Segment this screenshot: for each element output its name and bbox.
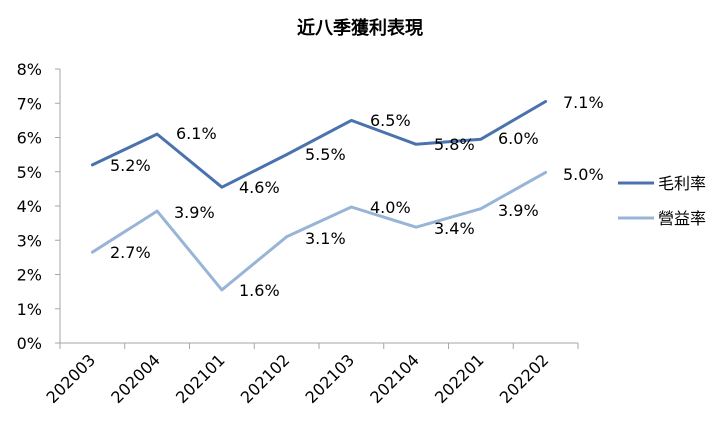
y-tick-label: 6% [17,129,42,148]
data-label: 5.5% [305,145,346,164]
data-label: 7.1% [563,93,604,112]
y-tick-label: 2% [17,266,42,285]
y-tick-label: 3% [17,231,42,250]
y-tick-label: 4% [17,197,42,216]
legend-label: 營益率 [658,209,706,228]
y-tick-label: 1% [17,300,42,319]
data-labels: 5.2% 6.1% 4.6% 5.5% 6.5% 5.8% 6.0% 7.1% 2.7% 3.9%… [110,93,604,300]
chart-title: 近八季獲利表現 [297,17,423,39]
x-tick-label: 202202 [496,350,553,407]
data-label: 5.8% [434,135,475,154]
data-label: 5.0% [563,165,604,184]
data-label: 6.1% [176,124,217,143]
series-line-1 [90,100,548,189]
y-tick-label: 8% [17,60,42,79]
data-label: 3.1% [305,229,346,248]
data-label: 5.2% [110,156,151,175]
legend-label: 毛利率 [658,174,706,193]
data-label: 4.0% [370,198,411,217]
x-tick-label: 202003 [43,350,100,407]
data-label: 1.6% [239,281,280,300]
series-layer [90,100,548,292]
x-tick-label: 202102 [237,350,294,407]
y-tick-label: 7% [17,94,42,113]
x-tick-label: 202104 [366,350,423,407]
data-label: 3.9% [498,201,539,220]
x-tick-label: 202201 [431,350,488,407]
series-line-2 [90,170,548,292]
data-label: 3.4% [434,219,475,238]
data-label: 3.9% [174,203,215,222]
y-tick-label: 5% [17,163,42,182]
x-tick-label: 202101 [172,350,229,407]
data-label: 2.7% [110,243,151,262]
data-label: 6.5% [370,111,411,130]
x-tick-label: 202103 [302,350,359,407]
data-label: 4.6% [239,178,280,197]
y-tick-label: 0% [17,334,42,353]
x-tick-label: 202004 [107,350,164,407]
data-label: 6.0% [498,129,539,148]
